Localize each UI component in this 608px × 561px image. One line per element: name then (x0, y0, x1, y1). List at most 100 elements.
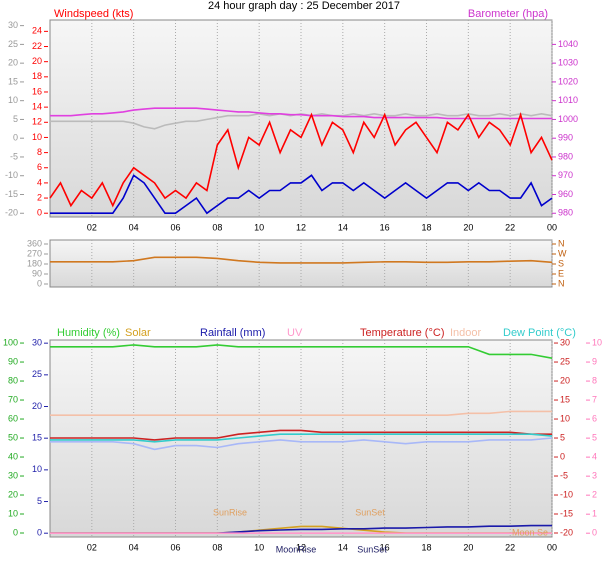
y-tick-label: 25 (32, 369, 42, 379)
y-tick-label: 270 (27, 248, 42, 258)
y-tick-label: 0 (560, 451, 565, 461)
y-tick-label: 2 (592, 490, 597, 500)
y-tick-label: 1000 (558, 114, 578, 124)
y-tick-label: 70 (8, 394, 18, 404)
x-tick-label: 08 (212, 222, 222, 232)
y-tick-label: 0 (37, 208, 42, 218)
y-tick-label: 100 (3, 337, 18, 347)
x-tick-label: 04 (129, 222, 139, 232)
series-line (50, 174, 553, 215)
series-line (50, 256, 553, 264)
legend-label: Temperature (°C) (360, 327, 444, 339)
x-tick-label: 16 (380, 222, 390, 232)
annotation: SunSet (357, 544, 387, 554)
y-tick-label: 30 (8, 20, 18, 30)
series-line (49, 111, 553, 208)
y-tick-label: 30 (32, 338, 42, 348)
x-tick-label: 22 (505, 222, 515, 232)
x-tick-label: 06 (170, 542, 180, 552)
legend-label: Solar (125, 327, 151, 339)
y-tick-label: 16 (32, 86, 42, 96)
y-tick-label: 22 (32, 41, 42, 51)
y-tick-label: -15 (560, 508, 573, 518)
y-tick-label: 25 (560, 356, 570, 366)
y-tick-label: 8 (37, 147, 42, 157)
y-tick-label: 980 (558, 208, 573, 218)
y-tick-label: 20 (8, 58, 18, 68)
series-line (50, 433, 553, 443)
y-tick-label: 1020 (558, 76, 578, 86)
y-tick-label: N (558, 238, 565, 248)
legend-label: UV (287, 327, 303, 339)
axis-label: Barometer (hpa) (468, 8, 548, 20)
x-tick-label: 00 (547, 222, 557, 232)
x-tick-label: 00 (547, 542, 557, 552)
y-tick-label: -20 (560, 527, 573, 537)
y-tick-label: 0 (13, 527, 18, 537)
y-tick-label: 24 (32, 26, 42, 36)
y-tick-label: 10 (32, 464, 42, 474)
x-tick-label: 12 (296, 542, 306, 552)
y-tick-label: 20 (32, 56, 42, 66)
y-tick-label: 9 (592, 356, 597, 366)
y-tick-label: 5 (592, 432, 597, 442)
y-tick-label: 30 (8, 470, 18, 480)
y-tick-label: 15 (560, 394, 570, 404)
y-tick-label: 6 (592, 413, 597, 423)
x-tick-label: 14 (338, 542, 348, 552)
y-tick-label: 980 (558, 151, 573, 161)
y-tick-label: 8 (592, 375, 597, 385)
legend-label: Humidity (%) (57, 327, 120, 339)
annotation: SunSet (355, 507, 385, 517)
series-line (50, 344, 553, 359)
x-tick-label: 12 (296, 222, 306, 232)
series-line (50, 429, 552, 441)
x-tick-label: 10 (254, 222, 264, 232)
x-tick-label: 16 (380, 542, 390, 552)
x-tick-label: 02 (87, 542, 97, 552)
y-tick-label: -5 (10, 151, 18, 161)
y-tick-label: 60 (8, 413, 18, 423)
y-tick-label: 3 (592, 471, 597, 481)
y-tick-label: 10 (8, 508, 18, 518)
legend-label: Rainfall (mm) (200, 327, 265, 339)
y-tick-label: 10 (560, 413, 570, 423)
x-tick-label: 10 (254, 542, 264, 552)
y-tick-label: 4 (37, 177, 42, 187)
y-tick-label: 30 (560, 337, 570, 347)
x-tick-label: 14 (338, 222, 348, 232)
x-tick-label: 22 (505, 542, 515, 552)
y-tick-label: -15 (5, 189, 18, 199)
y-tick-label: 5 (37, 496, 42, 506)
x-tick-label: 02 (87, 222, 97, 232)
y-tick-label: 1040 (558, 39, 578, 49)
y-tick-label: 80 (8, 375, 18, 385)
annotation: SunRise (213, 507, 247, 517)
y-tick-label: 90 (32, 268, 42, 278)
y-tick-label: 6 (37, 162, 42, 172)
y-tick-label: 10 (32, 132, 42, 142)
y-tick-label: 12 (32, 117, 42, 127)
y-tick-label: -20 (5, 208, 18, 218)
series-line (50, 410, 552, 416)
y-tick-label: 0 (37, 278, 42, 288)
y-tick-label: E (558, 268, 564, 278)
y-tick-label: 50 (8, 432, 18, 442)
y-tick-label: 7 (592, 394, 597, 404)
y-tick-label: 15 (8, 76, 18, 86)
x-tick-label: 20 (463, 542, 473, 552)
annotation: Moon Se (512, 527, 548, 537)
y-tick-label: 960 (558, 189, 573, 199)
legend-label: Indoor (450, 327, 482, 339)
y-tick-label: 5 (13, 114, 18, 124)
y-tick-label: 1030 (558, 58, 578, 68)
y-tick-label: 360 (27, 238, 42, 248)
y-tick-label: 2 (37, 192, 42, 202)
y-tick-label: 990 (558, 133, 573, 143)
y-tick-label: 1 (592, 509, 597, 519)
y-tick-label: 40 (8, 451, 18, 461)
x-tick-label: 04 (129, 542, 139, 552)
chart-title: 24 hour graph day : 25 December 2017 (208, 0, 400, 12)
x-tick-label: 06 (170, 222, 180, 232)
